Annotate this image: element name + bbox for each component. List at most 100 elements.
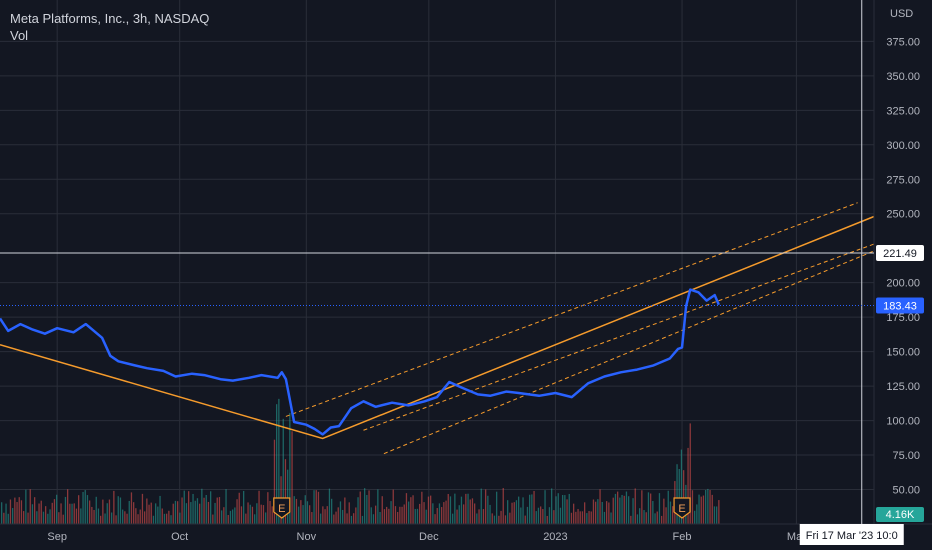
crosshair: [0, 0, 874, 524]
volume-bar: [507, 500, 509, 524]
volume-bar: [113, 490, 115, 524]
volume-bar: [588, 511, 590, 524]
volume-bar: [392, 489, 394, 524]
last-price-badge: [876, 297, 924, 314]
volume-bar: [322, 506, 324, 524]
volume-bar: [311, 512, 313, 524]
volume-bar: [584, 502, 586, 524]
volume-bar: [689, 423, 691, 524]
volume-bar: [150, 502, 152, 524]
volume-bar: [207, 501, 210, 524]
volume-bar: [403, 504, 405, 524]
volume-bar: [12, 508, 14, 524]
volume-bar: [680, 449, 683, 524]
volume-bar: [553, 510, 555, 524]
volume-bar: [205, 494, 207, 524]
y-tick-label: 125.00: [886, 381, 920, 393]
volume-bar: [188, 491, 190, 524]
volume-bar: [137, 514, 139, 524]
volume-bar: [130, 492, 133, 524]
volume-bar: [75, 508, 78, 524]
earnings-marker: [273, 497, 291, 519]
volume-bar: [509, 512, 511, 524]
volume-bar: [267, 492, 269, 524]
volume-bar: [214, 502, 216, 524]
volume-bar: [405, 493, 408, 524]
volume-bar: [361, 515, 364, 524]
volume-bar: [199, 503, 201, 524]
volume-bar: [535, 511, 537, 524]
volume-bar: [513, 502, 515, 524]
volume-bar: [258, 490, 260, 524]
volume-bar: [335, 511, 337, 524]
volume-legend-label[interactable]: Vol: [10, 28, 29, 43]
price-axis[interactable]: USD 50.00 75.00 100.00 125.00 150.00 175.00 20…: [873, 0, 932, 524]
volume-bar: [531, 494, 533, 524]
volume-bar: [619, 497, 621, 524]
volume-bar: [309, 505, 311, 524]
volume-bar: [696, 504, 698, 524]
volume-bar: [159, 495, 161, 524]
volume-bar: [326, 506, 328, 524]
volume-bar: [579, 511, 581, 524]
volume-bar: [320, 513, 322, 524]
symbol-title[interactable]: Meta Platforms, Inc., 3h, NASDAQ: [10, 11, 210, 26]
volume-bar: [95, 496, 97, 524]
volume-bar: [36, 511, 38, 524]
volume-bar: [698, 494, 700, 524]
volume-bar: [487, 495, 489, 524]
volume-bar: [355, 507, 357, 524]
volume-bar: [293, 496, 295, 524]
channel-line: [383, 250, 875, 455]
volume-bar: [412, 495, 414, 524]
volume-bar: [203, 497, 205, 524]
volume-bar: [100, 515, 102, 524]
volume-bar: [93, 509, 95, 524]
volume-bar: [504, 515, 507, 524]
volume-bar: [520, 507, 522, 524]
volume-bar: [190, 502, 192, 524]
volume-bar: [91, 506, 93, 524]
volume-bar: [353, 513, 355, 524]
volume-bar: [148, 504, 150, 524]
volume-bar: [271, 506, 273, 524]
volume-bar: [663, 498, 665, 524]
volume-bar: [168, 510, 170, 524]
volume-bar: [397, 511, 399, 524]
volume-bar: [599, 489, 601, 524]
volume-bar: [441, 507, 443, 524]
y-tick-label: 200.00: [886, 278, 920, 290]
crosshair-date-badge: [799, 524, 904, 545]
grid-lines: [0, 0, 874, 524]
volume-bar: [478, 509, 480, 524]
volume-bar: [465, 493, 467, 524]
volume-bar: [117, 496, 119, 524]
volume-bar: [20, 500, 23, 524]
earnings-marker: [673, 497, 691, 519]
volume-bar: [379, 511, 381, 524]
volume-bar: [575, 511, 577, 524]
volume-bar: [661, 515, 663, 524]
crosshair-date-text: Fri 17 Mar '23 10:0: [806, 530, 898, 542]
volume-bar: [480, 488, 482, 524]
volume-bar: [240, 506, 243, 524]
volume-bar: [456, 509, 458, 524]
volume-bar: [557, 493, 559, 524]
volume-bar: [623, 495, 625, 524]
volume-bar: [652, 501, 654, 524]
volume-bar: [601, 501, 603, 524]
volume-bar: [269, 500, 271, 524]
volume-bar: [687, 447, 689, 524]
volume-bar: [632, 498, 634, 524]
volume-bar: [634, 488, 636, 524]
x-tick-label: Feb: [673, 531, 692, 543]
time-axis[interactable]: Sep Oct Nov Dec 2023 Feb Mar: [0, 523, 932, 550]
volume-bar: [493, 515, 496, 524]
volume-bar: [372, 514, 375, 524]
volume-bar: [337, 507, 339, 524]
volume-bar: [394, 506, 397, 524]
volume-bar: [414, 508, 416, 524]
volume-bar: [645, 512, 647, 524]
volume-bar: [423, 502, 425, 524]
